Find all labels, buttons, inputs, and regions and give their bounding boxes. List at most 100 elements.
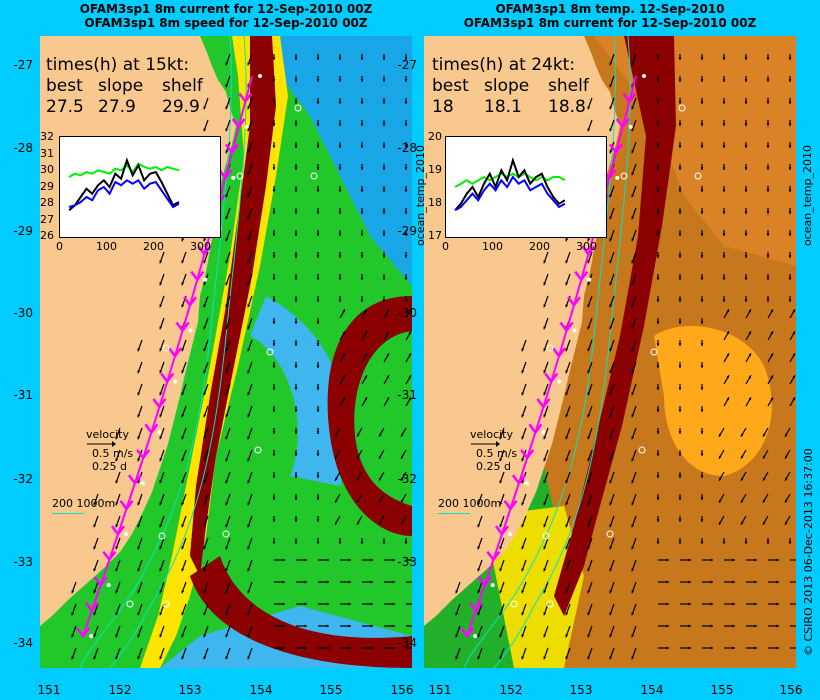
arrow-head (499, 524, 503, 528)
arrow-head (744, 233, 748, 236)
arrow-head (348, 558, 351, 562)
arrow-head (631, 502, 635, 506)
route-marker (140, 481, 145, 486)
arrow-head (364, 397, 367, 401)
arrow-head (159, 282, 163, 286)
velocity-arrow-mark (247, 647, 253, 660)
route-chevron (520, 449, 535, 460)
x-label: 154 (640, 683, 664, 697)
velocity-arrow-mark (159, 339, 165, 352)
arrow-head (404, 57, 408, 60)
velocity-arrow-mark (565, 383, 571, 396)
arrow-head (247, 128, 251, 132)
route-chevron (486, 550, 501, 562)
route-chevron (197, 245, 212, 257)
route-chevron (609, 143, 623, 155)
station-circle (266, 348, 274, 356)
y-label: -33 (13, 555, 33, 569)
arrow-head (609, 414, 613, 418)
arrow-head (631, 326, 635, 330)
velocity-arrow-mark (272, 384, 276, 390)
inset-ytick: 28 (40, 196, 54, 209)
route-chevron (615, 118, 630, 129)
velocity-arrow-mark (181, 559, 187, 572)
velocity-arrow-mark (499, 603, 505, 616)
arrow-head (370, 558, 373, 562)
arrow-head (732, 602, 735, 606)
arrow-head (710, 558, 713, 562)
velocity-arrow-mark (768, 580, 779, 584)
velocity-arrow-mark (788, 164, 792, 170)
velocity-arrow-mark (316, 538, 320, 544)
velocity-title: velocity (86, 428, 129, 441)
velocity-arrow-mark (71, 625, 77, 638)
arrow-head (700, 167, 704, 170)
left-speed-map (40, 36, 412, 668)
arrow-head (565, 568, 569, 572)
velocity-arrow-mark (384, 558, 395, 562)
velocity-arrow-mark (543, 317, 549, 330)
velocity-arrow-mark (543, 405, 549, 418)
velocity-arrow-mark (565, 581, 571, 594)
velocity-arrow-mark (404, 252, 408, 258)
arrow-head (316, 299, 320, 302)
velocity-arrow-mark (477, 515, 483, 528)
arrow-head (316, 167, 320, 170)
arrow-head (587, 128, 591, 132)
velocity-arrow-mark (400, 471, 407, 481)
arrow-head (565, 502, 569, 506)
arrow-head (726, 375, 729, 379)
arrow-head (766, 189, 770, 192)
velocity-arrow-mark (700, 538, 704, 544)
arrow-head (678, 343, 682, 346)
arrow-head (766, 57, 770, 60)
arrow-head (788, 541, 792, 544)
arrow-head (203, 502, 207, 506)
arrow-head (316, 145, 320, 148)
arrow-head (744, 255, 748, 258)
velocity-arrow-mark (247, 317, 253, 330)
velocity-arrow-mark (137, 559, 143, 572)
velocity-arrow-mark (789, 353, 796, 363)
velocity-arrow-mark (499, 625, 505, 638)
velocity-arrow-mark (788, 76, 792, 82)
arrow-head (700, 343, 704, 346)
arrow-head (203, 524, 207, 528)
arrow-head (792, 353, 795, 357)
arrow-head (294, 57, 298, 60)
velocity-arrow-mark (766, 538, 770, 544)
arrow-head (360, 211, 364, 214)
velocity-arrow-mark (225, 229, 231, 242)
arrow-head (631, 150, 635, 154)
arrow-head (401, 433, 404, 437)
arrow-head (338, 189, 342, 192)
arrow-head (631, 524, 635, 528)
left-label-shelf: shelf (162, 76, 203, 96)
velocity-arrow-mark (609, 317, 615, 330)
arrow-head (379, 433, 382, 437)
velocity-arrow-mark (361, 353, 368, 363)
arrow-head (272, 101, 276, 104)
velocity-arrow-mark (318, 602, 329, 606)
arrow-head (631, 590, 635, 594)
velocity-arrow-mark (745, 375, 752, 385)
arrow-head (700, 321, 704, 324)
velocity-arrow-mark (296, 624, 307, 628)
arrow-head (203, 304, 207, 308)
velocity-arrow-mark (360, 142, 364, 148)
inset-xtick: 100 (482, 240, 503, 253)
arrow-head (294, 343, 298, 346)
arrow-head (181, 282, 185, 286)
arrow-head (656, 211, 660, 214)
velocity-arrow-mark (609, 625, 615, 638)
right-title-line1: OFAM3sp1 8m temp. 12-Sep-2010 (495, 2, 725, 16)
arrow-head (656, 101, 660, 104)
arrow-head (272, 167, 276, 170)
velocity-arrow-mark (609, 207, 615, 220)
arrow-head (225, 634, 229, 638)
velocity-arrow-mark (272, 164, 276, 170)
arrow-head (565, 480, 569, 484)
velocity-arrow-mark (744, 120, 748, 126)
velocity-arrow-mark (247, 185, 253, 198)
velocity-arrow-mark (678, 296, 682, 302)
